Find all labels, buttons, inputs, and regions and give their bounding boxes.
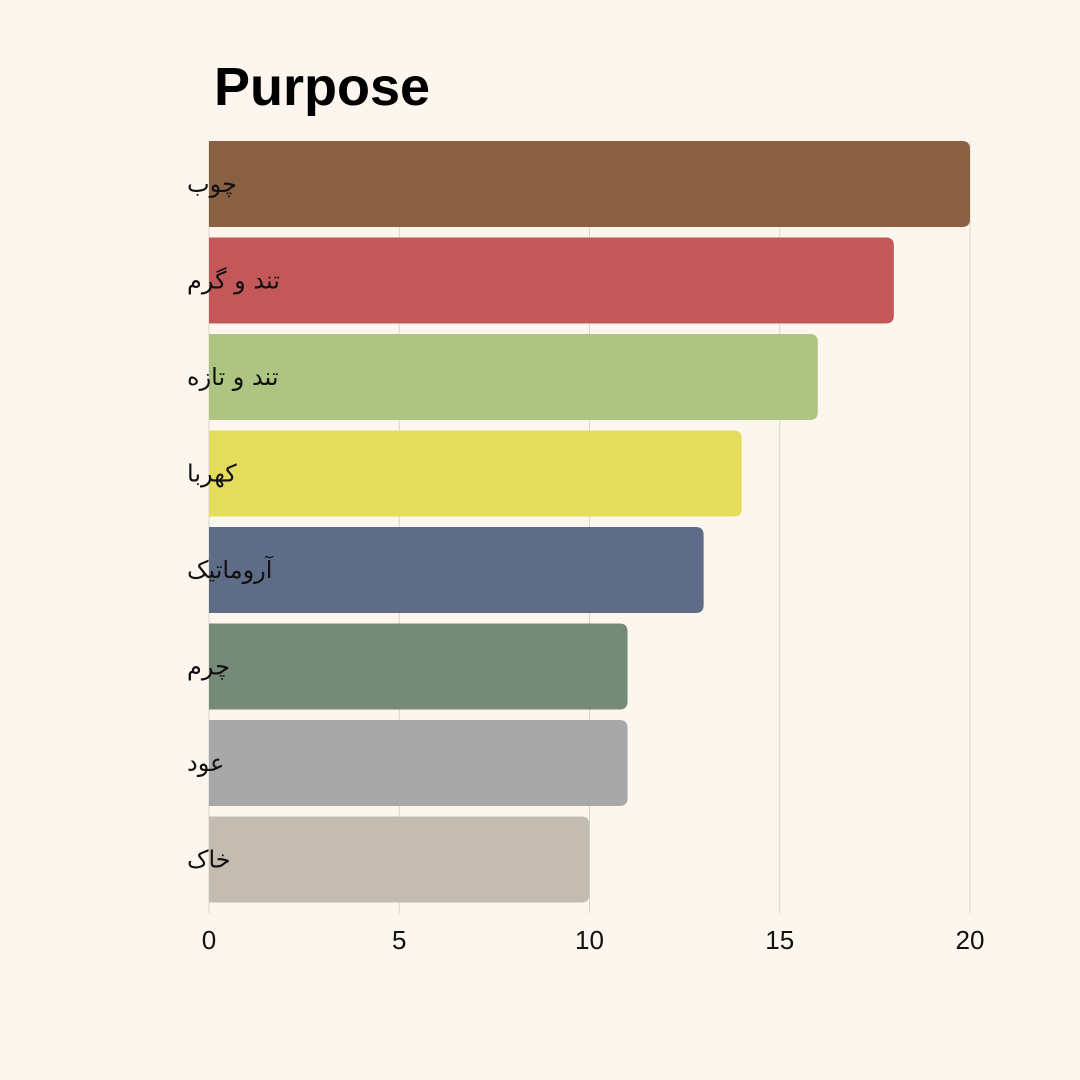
x-tick-label: 15 bbox=[765, 925, 794, 955]
bar bbox=[209, 623, 628, 710]
x-tick-label: 20 bbox=[956, 925, 985, 955]
bar bbox=[209, 527, 704, 613]
bar bbox=[209, 141, 970, 227]
category-label: خاک bbox=[187, 846, 231, 874]
x-tick-label: 0 bbox=[202, 925, 216, 955]
x-tick-label: 5 bbox=[392, 925, 406, 955]
bar bbox=[209, 237, 894, 324]
bar bbox=[209, 816, 590, 903]
chart-title: Purpose bbox=[214, 57, 430, 117]
x-tick-label: 10 bbox=[575, 925, 604, 955]
category-label: تند و تازه bbox=[187, 363, 279, 391]
bars bbox=[209, 141, 970, 903]
category-label: چرم bbox=[187, 653, 230, 681]
category-label: کهربا bbox=[187, 460, 237, 488]
category-label: چوب bbox=[187, 170, 237, 198]
bar bbox=[209, 334, 818, 420]
category-labels: چوب تند و گرم تند و تازه کهربا آروماتیک چرم عو… bbox=[187, 170, 280, 874]
bar bbox=[209, 430, 742, 517]
bar bbox=[209, 720, 628, 806]
x-axis-ticks: 0 5 10 15 20 bbox=[202, 925, 985, 955]
category-label: آروماتیک bbox=[187, 555, 274, 584]
category-label: عود bbox=[187, 749, 224, 777]
category-label: تند و گرم bbox=[187, 267, 280, 295]
